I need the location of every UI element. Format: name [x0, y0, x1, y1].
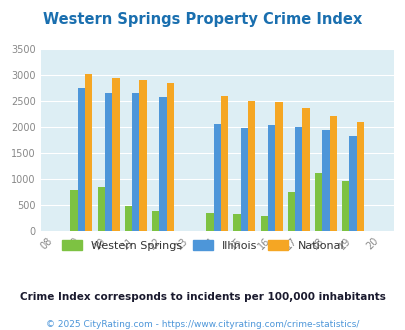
Bar	[341, 181, 349, 231]
Bar	[275, 102, 282, 231]
Bar	[260, 216, 267, 231]
Bar	[233, 214, 240, 231]
Bar	[159, 97, 166, 231]
Bar	[302, 108, 309, 231]
Bar	[124, 206, 132, 231]
Bar	[139, 80, 146, 231]
Bar	[151, 211, 159, 231]
Text: Western Springs Property Crime Index: Western Springs Property Crime Index	[43, 12, 362, 26]
Bar	[97, 187, 104, 231]
Bar	[132, 92, 139, 231]
Bar	[77, 88, 85, 231]
Bar	[206, 213, 213, 231]
Bar	[104, 92, 112, 231]
Bar	[70, 189, 77, 231]
Text: Crime Index corresponds to incidents per 100,000 inhabitants: Crime Index corresponds to incidents per…	[20, 292, 385, 302]
Bar	[294, 127, 302, 231]
Bar	[349, 136, 356, 231]
Bar	[356, 121, 363, 231]
Bar	[287, 192, 294, 231]
Bar	[247, 101, 255, 231]
Bar	[240, 128, 247, 231]
Bar	[220, 96, 228, 231]
Bar	[314, 173, 322, 231]
Bar	[166, 83, 173, 231]
Bar	[85, 74, 92, 231]
Bar	[322, 130, 329, 231]
Legend: Western Springs, Illinois, National: Western Springs, Illinois, National	[58, 236, 347, 255]
Bar	[112, 78, 119, 231]
Bar	[267, 125, 275, 231]
Bar	[329, 116, 336, 231]
Text: © 2025 CityRating.com - https://www.cityrating.com/crime-statistics/: © 2025 CityRating.com - https://www.city…	[46, 320, 359, 329]
Bar	[213, 124, 220, 231]
